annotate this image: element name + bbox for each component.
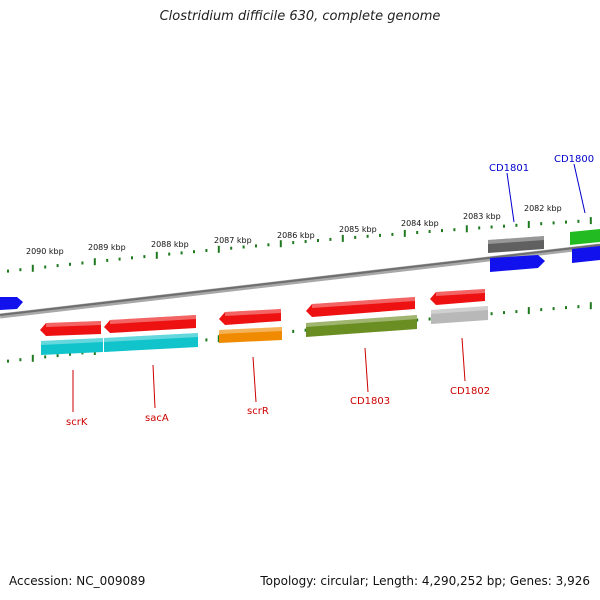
gene-label-CD1800: CD1800: [554, 154, 594, 165]
gene-features: [0, 229, 600, 355]
gene-arrow-sacA[interactable]: [104, 315, 196, 333]
gene-arrow-CD1802[interactable]: [430, 289, 485, 305]
genome-backbone: [0, 243, 600, 319]
gene-bar-CD1802[interactable]: [431, 306, 488, 324]
ruler-labels: 2090 kbp 2089 kbp 2088 kbp 2087 kbp 2086…: [26, 204, 562, 256]
label-leaders: [72, 163, 586, 412]
gene-label-scrK: scrK: [66, 417, 88, 428]
gene-label-CD1802: CD1802: [450, 386, 490, 397]
ruler-label: 2084 kbp: [401, 219, 439, 228]
ruler-label: 2090 kbp: [26, 247, 64, 256]
ruler-label: 2086 kbp: [277, 231, 315, 240]
gene-arrow-CD1800[interactable]: [572, 246, 600, 263]
ruler-label: 2085 kbp: [339, 225, 377, 234]
ruler-label: 2082 kbp: [524, 204, 562, 213]
gene-bar-scrK[interactable]: [41, 338, 103, 355]
ruler-label: 2088 kbp: [151, 240, 189, 249]
gene-labels: scrK sacA scrR CD1803 CD1802 CD1801 CD18…: [66, 154, 594, 428]
gene-arrow-CD1801[interactable]: [490, 255, 545, 272]
map-title: Clostridium difficile 630, complete geno…: [159, 9, 441, 24]
gene-label-sacA: sacA: [145, 413, 169, 424]
gene-bar-scrR[interactable]: [219, 327, 282, 343]
genome-stats-text: Topology: circular; Length: 4,290,252 bp…: [260, 574, 590, 588]
gene-label-CD1803: CD1803: [350, 396, 390, 407]
ruler-label: 2087 kbp: [214, 236, 252, 245]
gene-bar-sacA[interactable]: [104, 333, 198, 352]
gene-label-scrR: scrR: [247, 406, 269, 417]
gene-arrow-partial-left[interactable]: [0, 297, 23, 310]
gene-bar-CD1801[interactable]: [488, 236, 544, 253]
gene-arrow-CD1803[interactable]: [306, 297, 415, 317]
ruler-label: 2089 kbp: [88, 243, 126, 252]
accession-text: Accession: NC_009089: [9, 574, 146, 588]
ruler-ticks-top: [7, 217, 592, 273]
gene-arrow-scrK[interactable]: [40, 321, 101, 336]
gene-bar-CD1803[interactable]: [306, 315, 417, 337]
gene-label-CD1801: CD1801: [489, 163, 529, 174]
gene-arrow-scrR[interactable]: [219, 309, 281, 325]
ruler-label: 2083 kbp: [463, 212, 501, 221]
gene-bar-CD1800[interactable]: [570, 229, 600, 245]
